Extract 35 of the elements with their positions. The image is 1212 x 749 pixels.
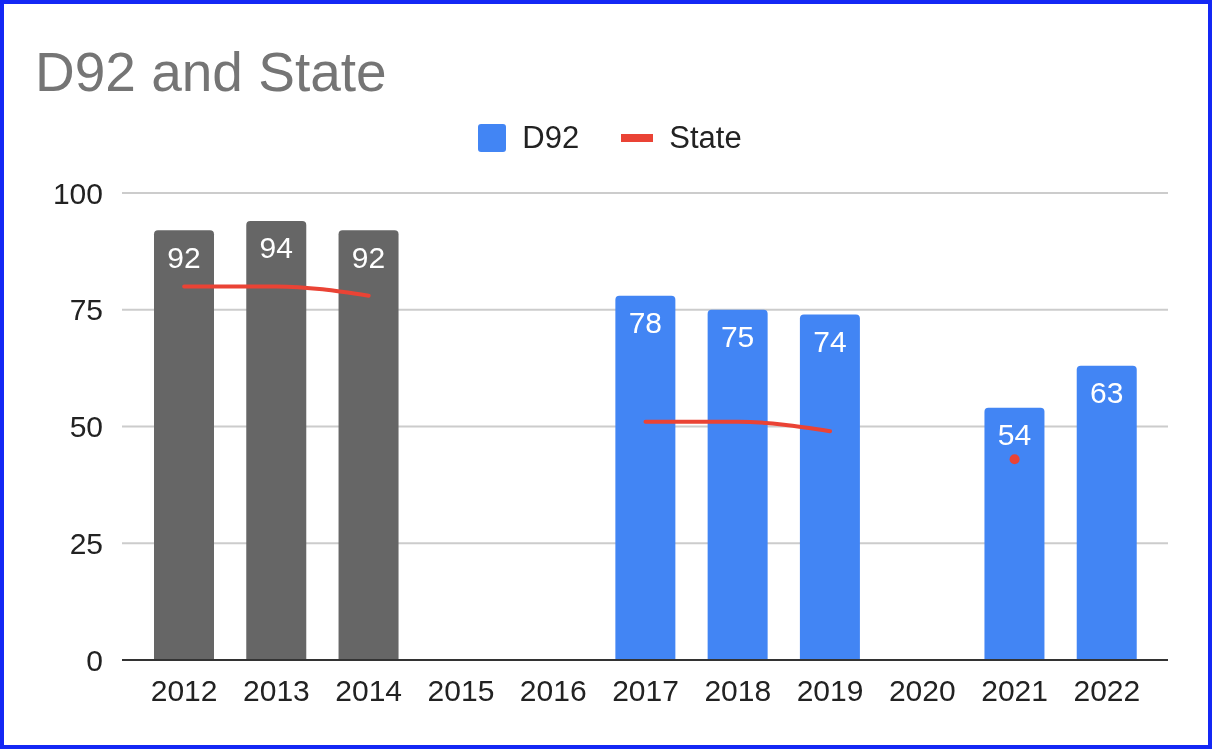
x-tick-label: 2018 <box>704 674 772 708</box>
x-tick-label: 2015 <box>427 674 495 708</box>
bar <box>615 295 676 660</box>
x-tick-label: 2021 <box>981 674 1048 708</box>
y-tick-label: 50 <box>69 410 103 444</box>
x-tick-label: 2014 <box>335 674 403 708</box>
x-tick-label: 2013 <box>243 674 310 708</box>
x-tick-label: 2016 <box>519 674 587 708</box>
bar <box>1076 365 1137 660</box>
bar <box>154 230 214 660</box>
data-label: 92 <box>351 240 386 274</box>
data-label: 54 <box>997 418 1032 452</box>
x-tick-label: 2017 <box>612 674 679 708</box>
x-tick-label: 2019 <box>796 674 864 708</box>
bar <box>338 230 399 660</box>
data-label: 78 <box>628 306 663 340</box>
x-tick-label: 2020 <box>888 674 956 708</box>
data-label: 74 <box>813 324 847 358</box>
data-label: 75 <box>720 320 755 354</box>
y-tick-label: 75 <box>69 293 103 327</box>
legend-label: D92 <box>522 120 580 156</box>
bar <box>707 309 768 660</box>
y-tick-label: 25 <box>69 526 103 560</box>
y-tick-label: 100 <box>52 176 103 210</box>
x-tick-label: 2012 <box>150 674 218 708</box>
legend-label: State <box>669 120 742 156</box>
bar <box>799 314 860 660</box>
chart-title: D92 and State <box>35 40 387 104</box>
data-label: 63 <box>1090 376 1124 410</box>
bar <box>246 221 307 660</box>
x-tick-label: 2022 <box>1073 674 1141 708</box>
y-tick-label: 0 <box>86 643 103 677</box>
bar <box>984 407 1045 660</box>
data-label: 94 <box>259 231 293 265</box>
data-label: 92 <box>167 240 201 274</box>
